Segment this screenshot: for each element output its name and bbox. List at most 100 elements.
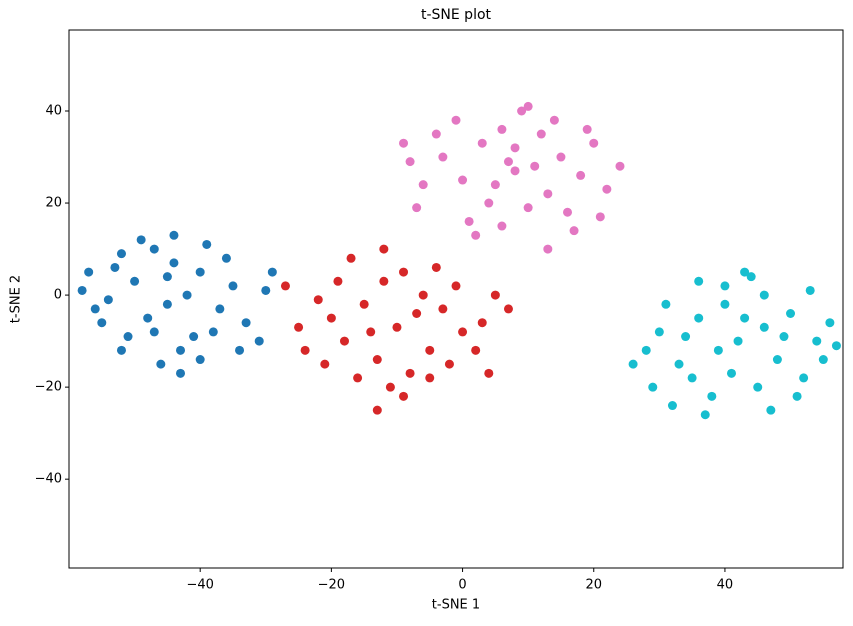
y-axis-label: t-SNE 2 (9, 275, 24, 323)
point (641, 345, 651, 355)
point (162, 272, 172, 282)
point (326, 313, 336, 323)
point (372, 405, 382, 415)
y-tick-label: 20 (45, 196, 62, 211)
point (182, 290, 192, 300)
point (149, 327, 159, 337)
point (694, 313, 704, 323)
point (130, 276, 140, 286)
point (77, 285, 87, 295)
point (333, 276, 343, 286)
point (792, 391, 802, 401)
y-tick-label: 40 (45, 103, 62, 118)
point (766, 405, 776, 415)
point (471, 230, 481, 240)
point (503, 304, 513, 314)
point (759, 322, 769, 332)
point (451, 115, 461, 125)
point (156, 359, 166, 369)
point (720, 281, 730, 291)
point (674, 359, 684, 369)
point (536, 129, 546, 139)
point (202, 239, 212, 249)
point (484, 368, 494, 378)
point (294, 322, 304, 332)
point (720, 299, 730, 309)
y-tick-label: −40 (35, 472, 62, 487)
x-axis-label: t-SNE 1 (432, 598, 480, 613)
point (438, 152, 448, 162)
point (812, 336, 822, 346)
point (379, 244, 389, 254)
point (694, 276, 704, 286)
x-tick-label: 0 (458, 578, 466, 593)
y-tick-label: −20 (35, 380, 62, 395)
point (563, 207, 573, 217)
point (786, 308, 796, 318)
point (451, 281, 461, 291)
point (615, 161, 625, 171)
point (228, 281, 238, 291)
point (648, 382, 658, 392)
point (280, 281, 290, 291)
point (726, 368, 736, 378)
point (399, 267, 409, 277)
point (320, 359, 330, 369)
point (412, 308, 422, 318)
point (497, 221, 507, 231)
point (543, 189, 553, 199)
point (681, 332, 691, 342)
point (431, 262, 441, 272)
point (110, 262, 120, 272)
point (366, 327, 376, 337)
x-tick-label: −40 (186, 578, 213, 593)
x-tick-label: −20 (318, 578, 345, 593)
point (339, 336, 349, 346)
point (543, 244, 553, 254)
point (267, 267, 277, 277)
point (458, 327, 468, 337)
point (418, 290, 428, 300)
point (530, 161, 540, 171)
point (753, 382, 763, 392)
point (399, 391, 409, 401)
point (510, 143, 520, 153)
point (464, 216, 474, 226)
point (418, 180, 428, 190)
point (510, 166, 520, 176)
point (628, 359, 638, 369)
point (602, 184, 612, 194)
point (425, 345, 435, 355)
point (654, 327, 664, 337)
point (149, 244, 159, 254)
point (477, 138, 487, 148)
point (523, 203, 533, 213)
plot-frame (68, 29, 844, 569)
point (700, 410, 710, 420)
point (123, 332, 133, 342)
point (576, 170, 586, 180)
point (425, 373, 435, 383)
point (740, 313, 750, 323)
point (313, 295, 323, 305)
point (176, 345, 186, 355)
point (254, 336, 264, 346)
point (582, 124, 592, 134)
point (523, 101, 533, 111)
point (444, 359, 454, 369)
point (195, 355, 205, 365)
point (595, 212, 605, 222)
point (759, 290, 769, 300)
point (438, 304, 448, 314)
point (772, 355, 782, 365)
point (687, 373, 697, 383)
point (477, 318, 487, 328)
point (353, 373, 363, 383)
point (458, 175, 468, 185)
point (831, 341, 841, 351)
point (799, 373, 809, 383)
point (169, 230, 179, 240)
point (208, 327, 218, 337)
point (346, 253, 356, 263)
